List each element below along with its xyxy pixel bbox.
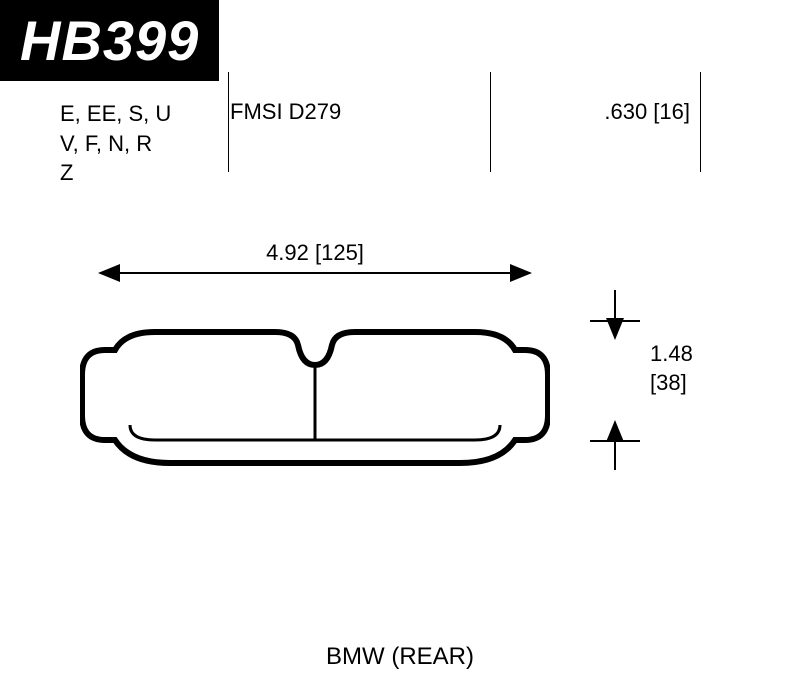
arrow-right-icon — [510, 264, 532, 282]
arrow-down-icon — [606, 318, 624, 340]
arrow-up-icon — [606, 420, 624, 442]
height-value-mm: [38] — [650, 369, 693, 398]
part-number: HB399 — [20, 9, 199, 72]
fmsi-column: FMSI D279 — [230, 99, 490, 188]
width-dimension: 4.92 [125] — [100, 240, 530, 274]
fmsi-code: FMSI D279 — [230, 99, 341, 124]
width-arrow-line — [100, 272, 530, 274]
compounds-line: V, F, N, R — [60, 129, 230, 159]
divider-line — [700, 72, 701, 172]
brake-pad-outline — [80, 320, 550, 475]
diagram-area: 4.92 [125] 1.48 [38] — [0, 240, 800, 640]
height-dimension-label: 1.48 [38] — [650, 340, 693, 397]
thickness-value: .630 [16] — [604, 99, 690, 124]
footer-label: BMW (REAR) — [0, 643, 800, 671]
divider-line — [490, 72, 491, 172]
part-number-header: HB399 — [0, 0, 219, 81]
info-row: E, EE, S, U V, F, N, R Z FMSI D279 .630 … — [0, 81, 800, 188]
application-label: BMW (REAR) — [326, 643, 474, 670]
width-dimension-label: 4.92 [125] — [100, 240, 530, 266]
height-stem-bottom — [614, 442, 616, 470]
compounds-line: E, EE, S, U — [60, 99, 230, 129]
arrow-left-icon — [98, 264, 120, 282]
divider-line — [228, 72, 229, 172]
compounds-column: E, EE, S, U V, F, N, R Z — [60, 99, 230, 188]
height-value-in: 1.48 — [650, 340, 693, 369]
thickness-column: .630 [16] — [490, 99, 710, 188]
height-stem-top — [614, 290, 616, 318]
compounds-line: Z — [60, 158, 230, 188]
